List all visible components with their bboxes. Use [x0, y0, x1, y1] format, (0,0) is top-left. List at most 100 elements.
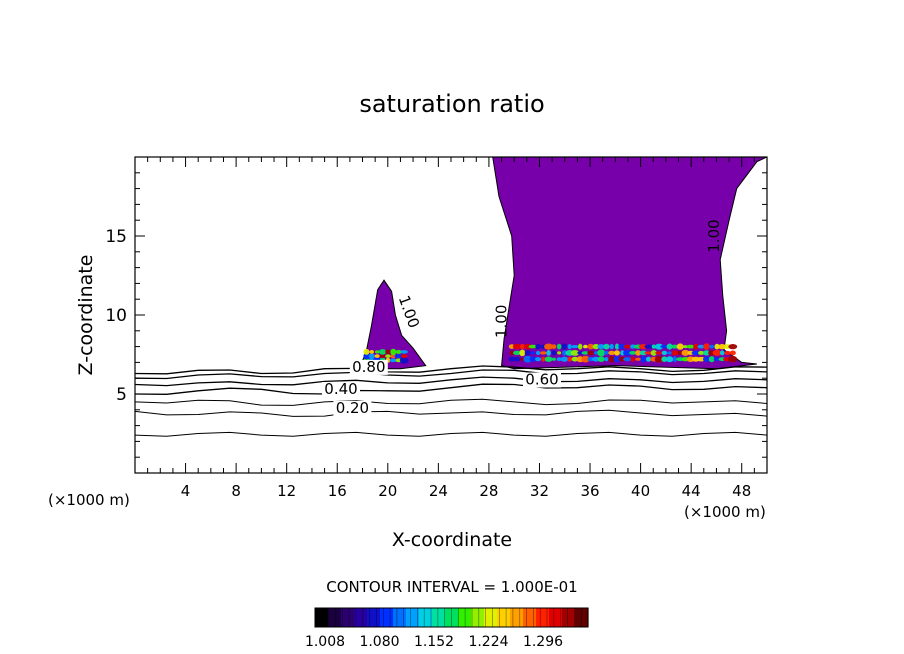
core-cell: [604, 357, 609, 362]
x-tick-label: 44: [682, 482, 701, 500]
core-cell: [635, 357, 642, 361]
core-cell: [544, 356, 553, 362]
core-cell: [640, 355, 647, 363]
x-tick-label: 28: [479, 482, 498, 500]
core-cell: [597, 349, 606, 357]
core-cell: [630, 344, 636, 349]
contour-line: [135, 383, 767, 395]
x-tick-label: 16: [328, 482, 347, 500]
colorbar-swatch: [458, 608, 472, 627]
y-tick-label: 15: [105, 227, 127, 247]
core-cell: [385, 354, 391, 358]
core-cell: [556, 343, 562, 350]
core-cell: [650, 350, 657, 356]
core-cell: [587, 350, 595, 356]
core-cell: [614, 343, 620, 350]
contour-label: 0.80: [352, 358, 385, 376]
colorbar-swatch: [575, 608, 589, 627]
chart-title: saturation ratio: [359, 90, 544, 118]
core-cell: [390, 348, 397, 356]
core-cell: [672, 356, 677, 363]
core-cell: [395, 349, 402, 354]
colorbar-swatch: [354, 608, 368, 627]
core-cell: [577, 351, 584, 355]
colorbar-swatch: [393, 608, 407, 627]
core-cell: [714, 343, 720, 350]
core-cell: [708, 356, 715, 363]
core-cell: [536, 350, 541, 356]
core-cell: [728, 355, 738, 363]
core-cell: [718, 344, 727, 350]
core-cell: [697, 344, 705, 349]
core-cell: [528, 344, 538, 349]
core-cell: [661, 356, 668, 363]
colorbar-swatch: [562, 608, 576, 627]
core-cell: [369, 350, 375, 354]
core-cell: [665, 356, 674, 363]
core-cell: [513, 350, 521, 355]
colorbar-swatch: [471, 608, 485, 627]
cloud-left: [359, 279, 427, 370]
x-tick-label: 36: [580, 482, 599, 500]
core-cell: [519, 349, 526, 357]
x-tick-label: 40: [631, 482, 650, 500]
core-cell: [604, 351, 609, 355]
core-cell: [508, 356, 515, 362]
core-cell: [593, 351, 599, 355]
core-cell: [535, 357, 542, 362]
colorbar-swatch: [510, 608, 524, 627]
x-axis-label: X-coordinate: [392, 529, 512, 551]
core-cell: [660, 344, 669, 349]
core-cell: [385, 349, 391, 355]
core-cell: [394, 354, 404, 359]
core-cell: [513, 357, 521, 362]
core-cell: [561, 343, 568, 350]
colorbar-tick-label: 1.008: [305, 634, 345, 650]
y-tick-label: 5: [116, 385, 127, 405]
saturated-regions: [359, 157, 767, 370]
colorbar-swatch: [523, 608, 537, 627]
core-cell: [614, 350, 620, 356]
contour-label: 0.60: [525, 371, 558, 389]
core-cell: [400, 354, 408, 359]
core-cell: [539, 351, 547, 355]
contour-line: [135, 409, 767, 417]
core-right: [508, 343, 738, 363]
x-tick-label: 12: [277, 482, 296, 500]
x-tick-label: 32: [530, 482, 549, 500]
core-cell: [654, 355, 664, 363]
core-cell: [560, 356, 569, 362]
core-cell: [546, 350, 551, 356]
cloud-right: [492, 157, 767, 370]
core-cell: [529, 356, 537, 362]
core-cell: [620, 350, 625, 356]
core-cell: [570, 345, 580, 349]
core-cell: [729, 350, 736, 356]
core-cell: [597, 356, 605, 363]
contour-label-bg: [333, 401, 372, 416]
x-tick-label: 20: [378, 482, 397, 500]
core-cell: [623, 344, 632, 349]
core-cell: [556, 357, 562, 362]
core-cell: [551, 357, 556, 361]
contour-label: 0.40: [324, 380, 357, 398]
core-cell: [671, 350, 679, 356]
core-cell: [618, 344, 627, 350]
core-cell: [363, 348, 370, 355]
core-cell: [570, 350, 580, 356]
core-cell: [639, 350, 647, 356]
core-cell: [390, 353, 397, 359]
core-cell: [609, 343, 614, 350]
core-cell: [523, 343, 532, 350]
contour-label-bg: [349, 359, 388, 375]
x-unit-left: (×1000 m): [48, 491, 130, 509]
colorbar-tick-label: 1.296: [523, 634, 563, 650]
core-cell: [399, 356, 409, 364]
core-cell: [378, 349, 387, 355]
core-cell: [728, 344, 738, 350]
core-cell: [581, 355, 590, 363]
core-cell: [544, 343, 554, 350]
core-cell: [375, 350, 380, 354]
colorbar-swatch: [328, 608, 342, 627]
colorbar-swatch: [432, 608, 446, 627]
